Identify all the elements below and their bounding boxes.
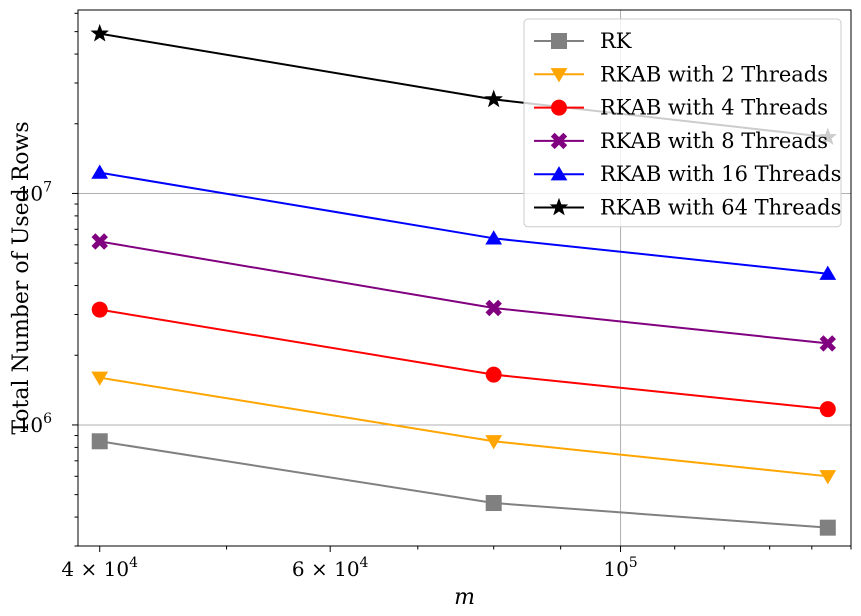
data-point [90,23,109,42]
legend: RK RKAB with 2 Threads RKAB with 4 Threads… [523,18,842,228]
plot-frame [77,9,852,547]
x-tick-label: 6 × 104 [292,555,369,581]
legend-label: RKAB with 64 Threads [600,196,841,220]
data-point [819,519,836,536]
data-point [485,435,503,450]
legend-entry: RKAB with 64 Threads [534,196,841,220]
data-point [819,470,837,485]
legend-marker [549,197,569,216]
legend-marker [551,33,567,49]
legend-entry: RKAB with 2 Threads [534,62,828,86]
series-1 [91,371,837,485]
data-point [91,301,108,318]
series-line [99,308,828,411]
legend-marker [550,68,568,83]
series-3 [91,233,837,352]
y-axis-label: Total Number of Used Rows [9,121,34,434]
legend-marker [550,132,568,150]
x-axis-label: m [454,585,475,610]
legend-label: RKAB with 2 Threads [600,62,828,86]
data-point [819,401,836,418]
legend-marker [550,166,568,181]
data-point [91,233,108,250]
data-point [819,335,837,352]
legend-entry: RK [534,29,632,53]
series-0 [91,433,836,536]
series-line [99,376,828,478]
legend-label: RK [600,29,632,53]
data-point [484,89,503,108]
data-point [485,230,503,245]
legend-entry: RKAB with 8 Threads [534,129,828,153]
data-point [91,433,108,450]
data-point [91,164,109,179]
data-point [91,371,109,386]
legend-label: RKAB with 16 Threads [600,162,841,186]
legend-marker [551,99,567,116]
legend-label: RKAB with 8 Threads [600,129,828,153]
series-2 [91,301,836,418]
data-point [485,366,502,383]
series-line [99,440,828,529]
legend-entry: RKAB with 4 Threads [534,96,828,120]
data-point [485,495,502,512]
legend-box [523,18,842,228]
data-point [485,299,502,317]
series-4 [91,164,837,280]
legend-entry: RKAB with 16 Threads [534,162,841,186]
x-tick-label: 4 × 104 [61,555,138,581]
data-point [819,265,837,280]
legend-label: RKAB with 4 Threads [600,96,828,120]
x-tick-label: 105 [603,555,637,581]
